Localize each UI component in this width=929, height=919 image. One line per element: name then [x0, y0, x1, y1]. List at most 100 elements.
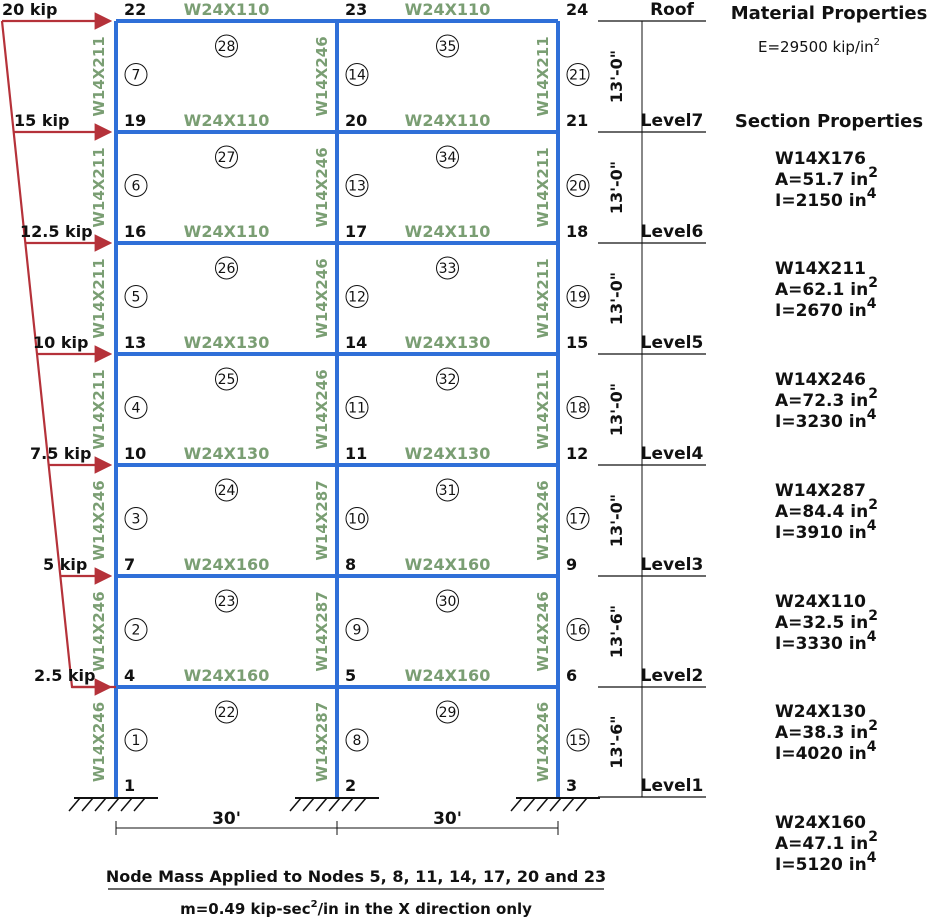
beam-section-label: W24X110: [405, 222, 491, 241]
load-label: 12.5 kip: [20, 222, 93, 241]
section-name: W14X287: [775, 481, 866, 501]
level-name: Level1: [641, 776, 704, 796]
load-label: 2.5 kip: [34, 666, 96, 685]
beam-element-number: 24: [215, 478, 238, 502]
section-inertia: I=2670 in4: [775, 296, 877, 321]
column-element-number: 12: [345, 285, 369, 308]
node-label: 24: [566, 0, 588, 19]
column-element-number: 6: [124, 174, 148, 197]
node-label: 6: [566, 666, 577, 685]
svg-text:25: 25: [218, 372, 236, 388]
svg-text:12: 12: [348, 290, 366, 306]
beam-section-label: W24X130: [184, 333, 270, 352]
fixed-support: [510, 797, 600, 812]
svg-text:5: 5: [132, 290, 141, 306]
column-element-number: 11: [345, 396, 369, 419]
column-section-label: W14X211: [90, 147, 108, 227]
node-label: 23: [345, 0, 367, 19]
section-name: W24X130: [775, 702, 866, 722]
svg-text:7: 7: [132, 68, 141, 84]
svg-text:10: 10: [348, 512, 366, 528]
node-label: 22: [124, 0, 146, 19]
story-height: 13'-0": [607, 50, 626, 103]
column-section-label: W14X287: [313, 702, 331, 782]
svg-text:20: 20: [569, 179, 587, 195]
fixed-supports: [68, 797, 600, 812]
column-element-number: 1: [124, 728, 148, 752]
material-properties: Material Properties E=29500 kip/in2: [731, 3, 928, 56]
story-height: 13'-0": [607, 161, 626, 214]
node-label: 10: [124, 444, 146, 463]
section-inertia: I=3230 in4: [775, 407, 877, 432]
load-label: 10 kip: [33, 333, 88, 352]
node-label: 16: [124, 222, 146, 241]
beam-section-label: W24X130: [405, 333, 491, 352]
node-label: 13: [124, 333, 146, 352]
column-section-label: W14X246: [313, 36, 331, 116]
beam-section-label: W24X110: [405, 0, 491, 19]
mass-note: Node Mass Applied to Nodes 5, 8, 11, 14,…: [106, 867, 606, 918]
node-label: 3: [566, 776, 577, 795]
svg-text:13: 13: [348, 179, 366, 195]
column-section-label: W14X287: [313, 480, 331, 560]
svg-text:14: 14: [348, 68, 366, 84]
beam-element-number: 32: [436, 367, 459, 391]
node-label: 12: [566, 444, 588, 463]
beam-element-number: 22: [215, 700, 238, 724]
section-inertia: I=3330 in4: [775, 629, 877, 654]
section-area: A=62.1 in2: [775, 275, 878, 300]
column-section-label: W14X211: [534, 369, 552, 449]
story-height: 13'-0": [607, 383, 626, 436]
beam-element-number: 26: [215, 256, 238, 280]
level-name: Level5: [641, 333, 704, 353]
beam-section-label: W24X110: [184, 0, 270, 19]
svg-text:19: 19: [569, 290, 587, 306]
node-label: 9: [566, 555, 577, 574]
beam-element-number: 31: [436, 478, 459, 502]
node-label: 7: [124, 555, 135, 574]
column-section-label: W14X246: [90, 702, 108, 782]
level-name: Level2: [641, 666, 704, 686]
svg-text:27: 27: [218, 150, 236, 166]
svg-text:35: 35: [439, 39, 457, 55]
beam-element-number: 25: [215, 367, 238, 391]
node-label: 18: [566, 222, 588, 241]
svg-text:4: 4: [132, 401, 141, 417]
column-element-number: 17: [566, 507, 590, 530]
beam-element-number: 30: [436, 589, 459, 613]
column-section-label: W14X246: [90, 591, 108, 671]
bay-dimensions: 30' 30': [115, 809, 559, 835]
column-element-number: 15: [566, 728, 590, 752]
frame-members: [114, 19, 560, 797]
node-label: 14: [345, 333, 367, 352]
load-label: 20 kip: [2, 0, 57, 19]
material-e-value: E=29500 kip/in2: [758, 37, 880, 56]
section-inertia: I=5120 in4: [775, 850, 877, 875]
svg-text:15: 15: [569, 733, 587, 749]
beam-element-number: 29: [436, 700, 459, 724]
column-element-number: 5: [124, 285, 148, 308]
node-label: 2: [345, 776, 356, 795]
column-section-label: W14X211: [534, 36, 552, 116]
material-heading: Material Properties: [731, 3, 928, 24]
column-element-number: 3: [124, 507, 148, 530]
column-element-number: 20: [566, 174, 590, 197]
svg-text:3: 3: [132, 512, 141, 528]
beam-section-label: W24X110: [184, 111, 270, 130]
story-height: 13'-6": [607, 715, 626, 768]
svg-text:33: 33: [439, 261, 457, 277]
beam-element-number: 33: [436, 256, 459, 280]
load-label: 5 kip: [43, 555, 87, 574]
beam-element-number: 34: [436, 145, 459, 169]
story-height: 13'-0": [607, 494, 626, 547]
beam-element-number: 27: [215, 145, 238, 169]
column-element-number: 7: [124, 63, 148, 86]
section-area: A=72.3 in2: [775, 386, 878, 411]
svg-text:17: 17: [569, 512, 587, 528]
svg-text:18: 18: [569, 401, 587, 417]
column-element-number: 2: [124, 618, 148, 641]
svg-text:16: 16: [569, 623, 587, 639]
